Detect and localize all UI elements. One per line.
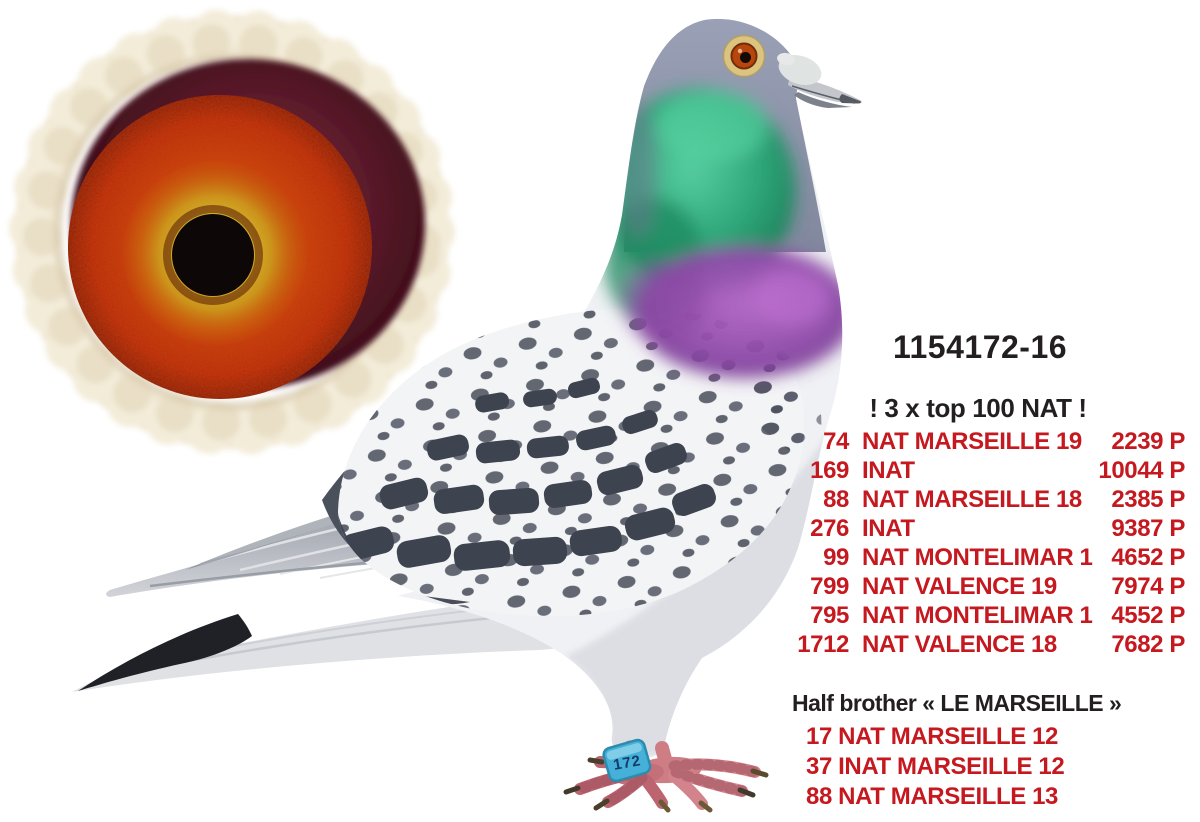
tail-black-tip bbox=[78, 614, 252, 691]
bird-eye-pupil bbox=[740, 52, 751, 63]
bird-eye-cere-ring bbox=[723, 35, 765, 77]
claws bbox=[563, 757, 769, 813]
head-details bbox=[722, 34, 862, 108]
eye-pupil bbox=[172, 214, 254, 296]
leg-band: 172 bbox=[602, 738, 652, 783]
legs-and-feet: 172 bbox=[563, 738, 769, 813]
beak-lower bbox=[794, 92, 852, 108]
wing-check-marks bbox=[341, 377, 716, 571]
eye-pupil-rim bbox=[163, 205, 263, 305]
pigeon-standing: 172 bbox=[72, 18, 862, 813]
leg-band-number: 172 bbox=[612, 752, 643, 774]
eye-closeup-photo bbox=[9, 9, 455, 455]
belly-shading bbox=[566, 420, 836, 756]
